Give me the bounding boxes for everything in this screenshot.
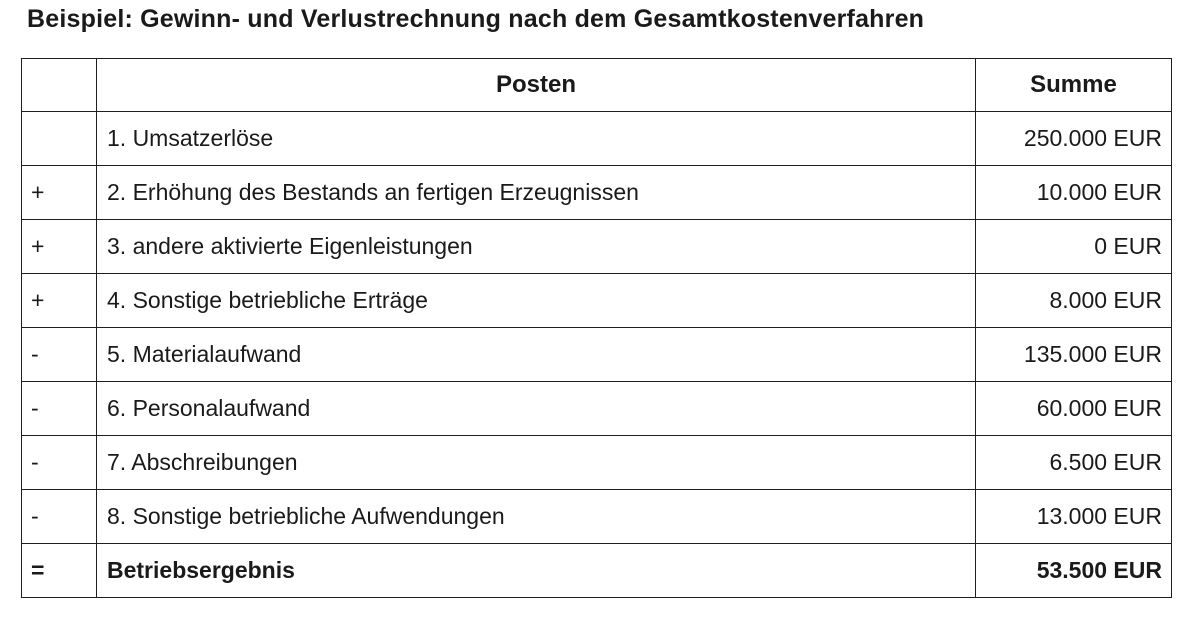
row-summe: 6.500 EUR (975, 435, 1172, 490)
table-row: + 4. Sonstige betriebliche Erträge 8.000… (21, 273, 1172, 328)
table-row: 1. Umsatzerlöse 250.000 EUR (21, 111, 1172, 166)
table-row: + 3. andere aktivierte Eigenleistungen 0… (21, 219, 1172, 274)
header-summe-column: Summe (975, 58, 1172, 112)
row-sign: - (21, 327, 97, 382)
header-posten-column: Posten (96, 58, 976, 112)
row-summe: 13.000 EUR (975, 489, 1172, 544)
row-summe: 53.500 EUR (975, 543, 1172, 598)
row-sign: - (21, 435, 97, 490)
table-header-row: Posten Summe (21, 58, 1172, 112)
row-posten: 8. Sonstige betriebliche Aufwendungen (96, 489, 976, 544)
row-summe: 0 EUR (975, 219, 1172, 274)
row-summe: 250.000 EUR (975, 111, 1172, 166)
row-sign: + (21, 165, 97, 220)
row-posten: Betriebsergebnis (96, 543, 976, 598)
row-posten: 7. Abschreibungen (96, 435, 976, 490)
profit-loss-table: Posten Summe 1. Umsatzerlöse 250.000 EUR… (21, 58, 1172, 598)
table-row: - 6. Personalaufwand 60.000 EUR (21, 381, 1172, 436)
table-row-total: = Betriebsergebnis 53.500 EUR (21, 543, 1172, 598)
row-summe: 10.000 EUR (975, 165, 1172, 220)
row-sign (21, 111, 97, 166)
row-sign: - (21, 489, 97, 544)
row-summe: 135.000 EUR (975, 327, 1172, 382)
row-sign: + (21, 219, 97, 274)
table-row: + 2. Erhöhung des Bestands an fertigen E… (21, 165, 1172, 220)
row-summe: 60.000 EUR (975, 381, 1172, 436)
row-posten: 5. Materialaufwand (96, 327, 976, 382)
row-posten: 2. Erhöhung des Bestands an fertigen Erz… (96, 165, 976, 220)
table-row: - 7. Abschreibungen 6.500 EUR (21, 435, 1172, 490)
row-sign: = (21, 543, 97, 598)
row-posten: 4. Sonstige betriebliche Erträge (96, 273, 976, 328)
page-title: Beispiel: Gewinn- und Verlustrechnung na… (27, 5, 925, 33)
table-row: - 5. Materialaufwand 135.000 EUR (21, 327, 1172, 382)
row-posten: 6. Personalaufwand (96, 381, 976, 436)
row-sign: + (21, 273, 97, 328)
row-sign: - (21, 381, 97, 436)
table-row: - 8. Sonstige betriebliche Aufwendungen … (21, 489, 1172, 544)
row-posten: 3. andere aktivierte Eigenleistungen (96, 219, 976, 274)
row-posten: 1. Umsatzerlöse (96, 111, 976, 166)
row-summe: 8.000 EUR (975, 273, 1172, 328)
header-sign-column (21, 58, 97, 112)
